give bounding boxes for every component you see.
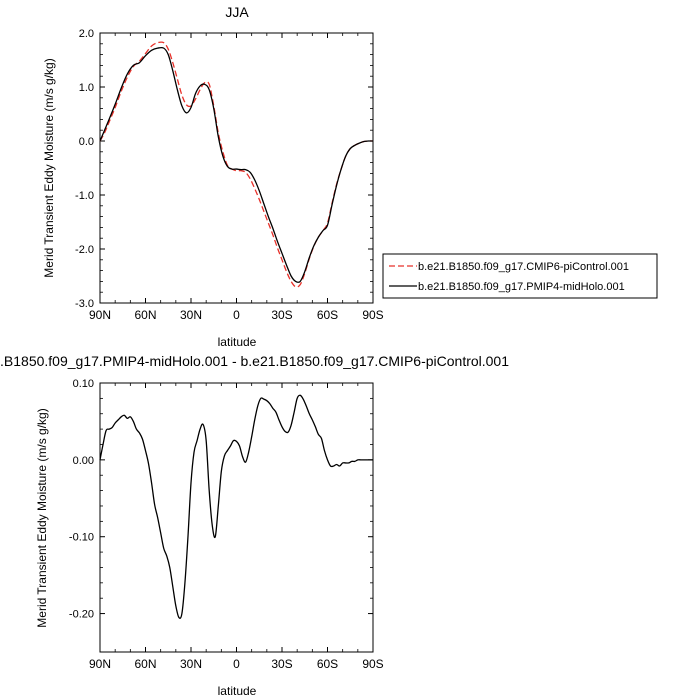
top-ytick-label: -1.0 — [75, 190, 94, 202]
legend: b.e21.B1850.f09_g17.CMIP6-piControl.001 … — [382, 253, 658, 299]
top-panel: JJA 90N 60N 30N 0 30S 60S 90S -3.0 -2.0 -1.0 0.0 1.… — [42, 4, 384, 349]
top-panel-frame — [99, 32, 374, 304]
legend-box — [382, 253, 658, 299]
top-xtick-label: 60N — [134, 308, 156, 322]
bottom-panel: b.e21.B1850.f09_g17.PMIP4-midHolo.001 - … — [0, 353, 509, 698]
top-ytick-label: -3.0 — [75, 298, 94, 310]
top-ytick-label: -2.0 — [75, 244, 94, 256]
bottom-xtick-label: 60S — [317, 657, 338, 671]
legend-label-midholo: b.e21.B1850.f09_g17.PMIP4-midHolo.001 — [418, 281, 625, 293]
bottom-panel-xlabel: latitude — [218, 684, 257, 698]
top-panel-xlabel: latitude — [218, 335, 257, 349]
bottom-xtick-label: 60N — [134, 657, 156, 671]
top-ytick-label: 1.0 — [79, 82, 94, 94]
top-xtick-label: 90S — [362, 308, 383, 322]
bottom-xtick-label: 30S — [271, 657, 292, 671]
top-xtick-label: 60S — [317, 308, 338, 322]
bottom-ytick-label: -0.20 — [69, 609, 94, 621]
top-series-line-1 — [99, 46, 374, 283]
top-series-line-0 — [99, 41, 374, 288]
bottom-xtick-label: 0 — [233, 657, 240, 671]
top-ytick-label: 0.0 — [79, 136, 94, 148]
top-panel-ylabel: Merid Transient Eddy Moisture (m/s g/kg) — [42, 58, 56, 277]
top-xtick-label: 30S — [271, 308, 292, 322]
bottom-ytick-label: -0.10 — [69, 532, 94, 544]
bottom-ytick-label: 0.10 — [73, 378, 94, 390]
bottom-panel-frame — [99, 382, 374, 653]
bottom-xtick-label: 90N — [89, 657, 111, 671]
top-xtick-label: 90N — [89, 308, 111, 322]
top-panel-title: JJA — [225, 4, 249, 20]
top-xtick-label: 30N — [180, 308, 202, 322]
bottom-series-line-0 — [99, 394, 373, 619]
bottom-panel-ylabel: Merid Transient Eddy Moisture (m/s g/kg) — [35, 408, 49, 627]
bottom-panel-title: b.e21.B1850.f09_g17.PMIP4-midHolo.001 - … — [0, 353, 509, 369]
top-ytick-label: 2.0 — [79, 28, 94, 40]
legend-label-picontrol: b.e21.B1850.f09_g17.CMIP6-piControl.001 — [418, 261, 629, 273]
top-xtick-label: 0 — [233, 308, 240, 322]
bottom-ytick-label: 0.00 — [73, 455, 94, 467]
bottom-xtick-label: 90S — [362, 657, 383, 671]
bottom-xtick-label: 30N — [180, 657, 202, 671]
